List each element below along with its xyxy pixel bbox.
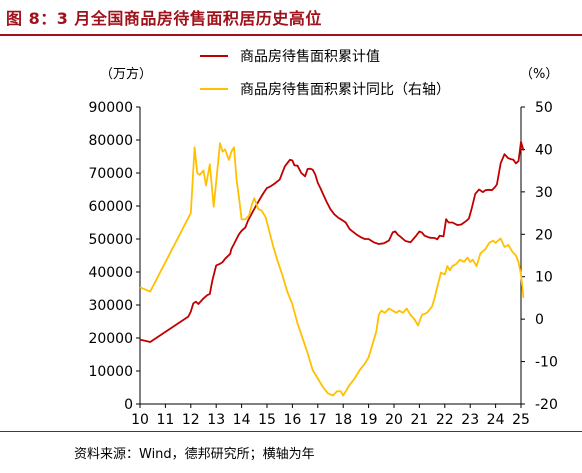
legend-label: 商品房待售面积累计值 xyxy=(240,49,380,65)
x-tick-label: 25 xyxy=(512,412,530,428)
x-tick-label: 22 xyxy=(436,412,454,428)
x-tick-label: 19 xyxy=(360,412,378,428)
x-tick-label: 17 xyxy=(309,412,327,428)
x-tick-label: 24 xyxy=(487,412,505,428)
left-tick-label: 10000 xyxy=(88,364,133,380)
footer-divider xyxy=(0,431,582,432)
left-tick-label: 50000 xyxy=(88,232,133,248)
x-tick-label: 15 xyxy=(258,412,276,428)
left-tick-label: 40000 xyxy=(88,265,133,281)
x-tick-label: 12 xyxy=(182,412,200,428)
x-tick-label: 16 xyxy=(283,412,301,428)
left-tick-label: 20000 xyxy=(88,331,133,347)
x-tick-label: 14 xyxy=(233,412,251,428)
left-tick-label: 60000 xyxy=(88,199,133,215)
left-tick-label: 0 xyxy=(124,397,133,413)
right-tick-label: -20 xyxy=(535,397,558,413)
legend-label: 商品房待售面积累计同比（右轴） xyxy=(240,82,450,98)
x-tick-label: 23 xyxy=(461,412,479,428)
series-line-yoy xyxy=(139,142,525,397)
x-tick-label: 20 xyxy=(385,412,403,428)
x-tick-label: 18 xyxy=(334,412,352,428)
left-axis-unit: （万方） xyxy=(100,66,152,82)
source-note: 资料来源：Wind，德邦研究所；横轴为年 xyxy=(74,447,315,462)
right-tick-label: 40 xyxy=(535,142,553,158)
right-tick-label: 0 xyxy=(535,312,544,328)
right-axis-unit: （%） xyxy=(520,67,558,82)
chart-lines xyxy=(139,140,525,397)
right-tick-label: 30 xyxy=(535,185,553,201)
x-tick-label: 11 xyxy=(156,412,174,428)
chart-title: 图 8：3 月全国商品房待售面积居历史高位 xyxy=(6,9,322,28)
title-divider xyxy=(0,34,582,36)
right-tick-label: -10 xyxy=(535,355,558,371)
left-tick-label: 80000 xyxy=(88,133,133,149)
left-tick-label: 70000 xyxy=(88,166,133,182)
x-tick-label: 13 xyxy=(207,412,225,428)
x-tick-label: 21 xyxy=(410,412,428,428)
right-tick-label: 50 xyxy=(535,100,553,116)
left-tick-label: 90000 xyxy=(88,100,133,116)
right-tick-label: 10 xyxy=(535,270,553,286)
left-tick-label: 30000 xyxy=(88,298,133,314)
chart-axes: 0 10000 20000 30000 40000 50000 60000 70000 8000… xyxy=(88,66,558,428)
x-tick-label: 10 xyxy=(131,412,149,428)
right-tick-label: 20 xyxy=(535,227,553,243)
series-line-cumulative xyxy=(139,140,525,343)
